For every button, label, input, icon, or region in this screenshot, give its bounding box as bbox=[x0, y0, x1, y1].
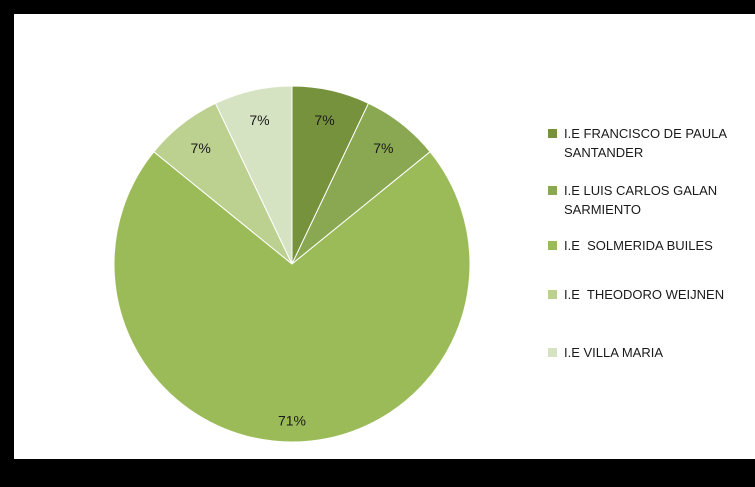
legend-swatch bbox=[548, 348, 557, 357]
legend-swatch bbox=[548, 290, 557, 299]
data-label: 71% bbox=[278, 413, 306, 429]
legend-label: I.E LUIS CARLOS GALAN SARMIENTO bbox=[564, 183, 721, 217]
legend-label: I.E FRANCISCO DE PAULA SANTANDER bbox=[564, 126, 730, 160]
data-label: 7% bbox=[249, 112, 269, 128]
legend-swatch bbox=[548, 241, 557, 250]
data-label: 7% bbox=[314, 112, 334, 128]
legend-label: I.E SOLMERIDA BUILES bbox=[564, 238, 713, 253]
legend-item: I.E FRANCISCO DE PAULA SANTANDER bbox=[548, 124, 755, 162]
legend-label: I.E VILLA MARIA bbox=[564, 345, 663, 360]
legend-swatch bbox=[548, 186, 557, 195]
data-label: 7% bbox=[373, 140, 393, 156]
pie-chart: 7% 7% 71% 7% 7% bbox=[113, 85, 471, 443]
legend-item: I.E LUIS CARLOS GALAN SARMIENTO bbox=[548, 181, 755, 219]
pie-slice bbox=[214, 85, 293, 265]
legend-item: I.E SOLMERIDA BUILES bbox=[548, 236, 755, 255]
data-label: 7% bbox=[191, 140, 211, 156]
pie-slice bbox=[113, 151, 471, 443]
legend-item: I.E THEODORO WEIJNEN bbox=[548, 285, 755, 304]
legend-label: I.E THEODORO WEIJNEN bbox=[564, 287, 725, 302]
legend-swatch bbox=[548, 129, 557, 138]
legend-item: I.E VILLA MARIA bbox=[548, 343, 755, 362]
